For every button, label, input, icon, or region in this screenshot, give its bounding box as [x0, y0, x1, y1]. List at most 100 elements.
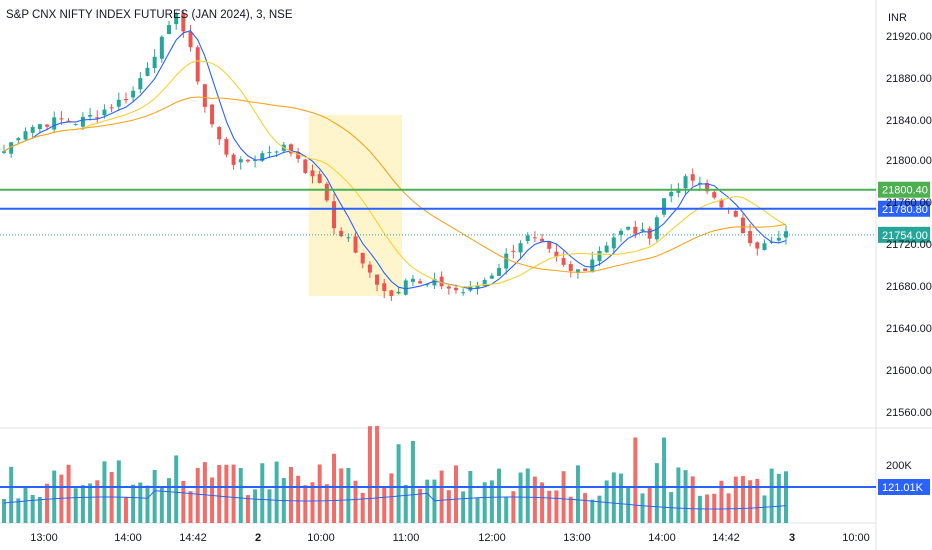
candle-body — [554, 251, 559, 257]
volume-bar — [375, 425, 380, 523]
volume-bar — [439, 470, 444, 523]
candle-body — [439, 276, 444, 287]
candle-body — [288, 144, 293, 154]
volume-bar — [95, 480, 100, 523]
volume-tag-label: 121.01K — [882, 482, 924, 494]
volume-bar — [712, 493, 717, 523]
volume-pane — [2, 425, 788, 523]
price-axis[interactable]: 21800.40 21780.80 21754.00 121.01K 200K 21920… — [878, 12, 932, 495]
volume-bar — [719, 480, 724, 523]
moving-averages — [3, 30, 787, 290]
candle-body — [611, 237, 616, 249]
volume-bar — [353, 480, 358, 523]
candle-body — [453, 287, 458, 291]
candle-body — [353, 236, 358, 253]
volume-bar — [195, 467, 200, 523]
candle-body — [2, 151, 6, 153]
volume-bar — [389, 473, 394, 523]
volume-bar — [167, 478, 172, 523]
candle-body — [446, 286, 451, 289]
volume-bar — [425, 479, 430, 523]
volume-bar — [23, 486, 28, 523]
candle-body — [669, 191, 674, 197]
volume-bar — [590, 499, 595, 523]
time-tick: 13:00 — [563, 532, 591, 544]
volume-bar — [475, 497, 480, 523]
candle-body — [324, 183, 329, 201]
candle-body — [518, 243, 523, 253]
volume-bar — [547, 490, 552, 523]
candle-body — [131, 90, 136, 98]
candle-body — [690, 174, 695, 181]
volume-bar — [762, 495, 767, 523]
currency-label: INR — [888, 12, 907, 24]
price-tick: 21840.00 — [886, 115, 932, 127]
volume-bar — [382, 487, 387, 523]
candle-body — [59, 118, 64, 120]
candle-body — [540, 238, 545, 242]
volume-bar — [159, 486, 164, 523]
candle-body — [432, 278, 437, 286]
candle-body — [152, 56, 157, 69]
candle-body — [719, 199, 724, 208]
candle-body — [683, 176, 688, 189]
volume-bar — [303, 485, 308, 523]
volume-bar — [604, 480, 609, 523]
candle-body — [102, 109, 107, 116]
price-tick: 21760.00 — [886, 197, 932, 209]
candle-body — [217, 127, 222, 140]
volume-bar — [238, 467, 243, 523]
volume-bar — [202, 462, 207, 523]
candle-body — [238, 159, 243, 163]
volume-bar — [769, 468, 774, 523]
volume-bar — [626, 487, 631, 523]
volume-bar — [45, 483, 50, 523]
candle-body — [23, 131, 28, 140]
candle-body — [733, 210, 738, 217]
price-tick: 21680.00 — [886, 281, 932, 293]
volume-bar — [733, 476, 738, 523]
volume-bar — [324, 484, 329, 523]
candle-body — [697, 182, 702, 184]
volume-bar — [274, 461, 279, 523]
time-tick: 10:00 — [307, 532, 335, 544]
volume-bar — [504, 497, 509, 523]
candle-body — [776, 237, 781, 241]
candle-body — [95, 117, 100, 119]
price-tick: 21880.00 — [886, 73, 932, 85]
candle-body — [116, 99, 121, 107]
volume-bar — [676, 467, 681, 523]
horizontal-lines[interactable] — [0, 188, 876, 488]
candle-body — [274, 151, 279, 153]
volume-bar — [30, 494, 35, 523]
volume-bar — [683, 470, 688, 523]
volume-bar — [468, 471, 473, 523]
candle-body — [389, 290, 394, 296]
volume-bar — [453, 465, 458, 523]
candle-body — [210, 104, 215, 125]
candle-body — [195, 47, 200, 82]
volume-bar — [575, 465, 580, 523]
time-axis[interactable]: 13:00 14:00 14:42 2 10:00 11:00 12:00 13:00 14:0… — [30, 532, 870, 544]
candle-body — [296, 151, 301, 159]
volume-bar — [740, 476, 745, 523]
volume-bar — [73, 488, 78, 523]
volume-bar — [102, 461, 107, 523]
candle-body — [339, 230, 344, 237]
candle-body — [159, 36, 164, 59]
candle-body — [618, 230, 623, 235]
volume-bar — [2, 498, 6, 523]
candle-body — [662, 198, 667, 215]
candle-body — [382, 283, 387, 292]
price-tick: 21720.00 — [886, 239, 932, 251]
volume-bar — [88, 483, 93, 523]
candle-body — [9, 142, 14, 154]
volume-bar — [332, 453, 337, 523]
volume-bar — [152, 469, 157, 523]
candle-body — [73, 123, 78, 125]
volume-bar — [611, 472, 616, 523]
candle-body — [568, 264, 573, 271]
volume-bar — [518, 472, 523, 523]
volume-bar — [690, 476, 695, 523]
